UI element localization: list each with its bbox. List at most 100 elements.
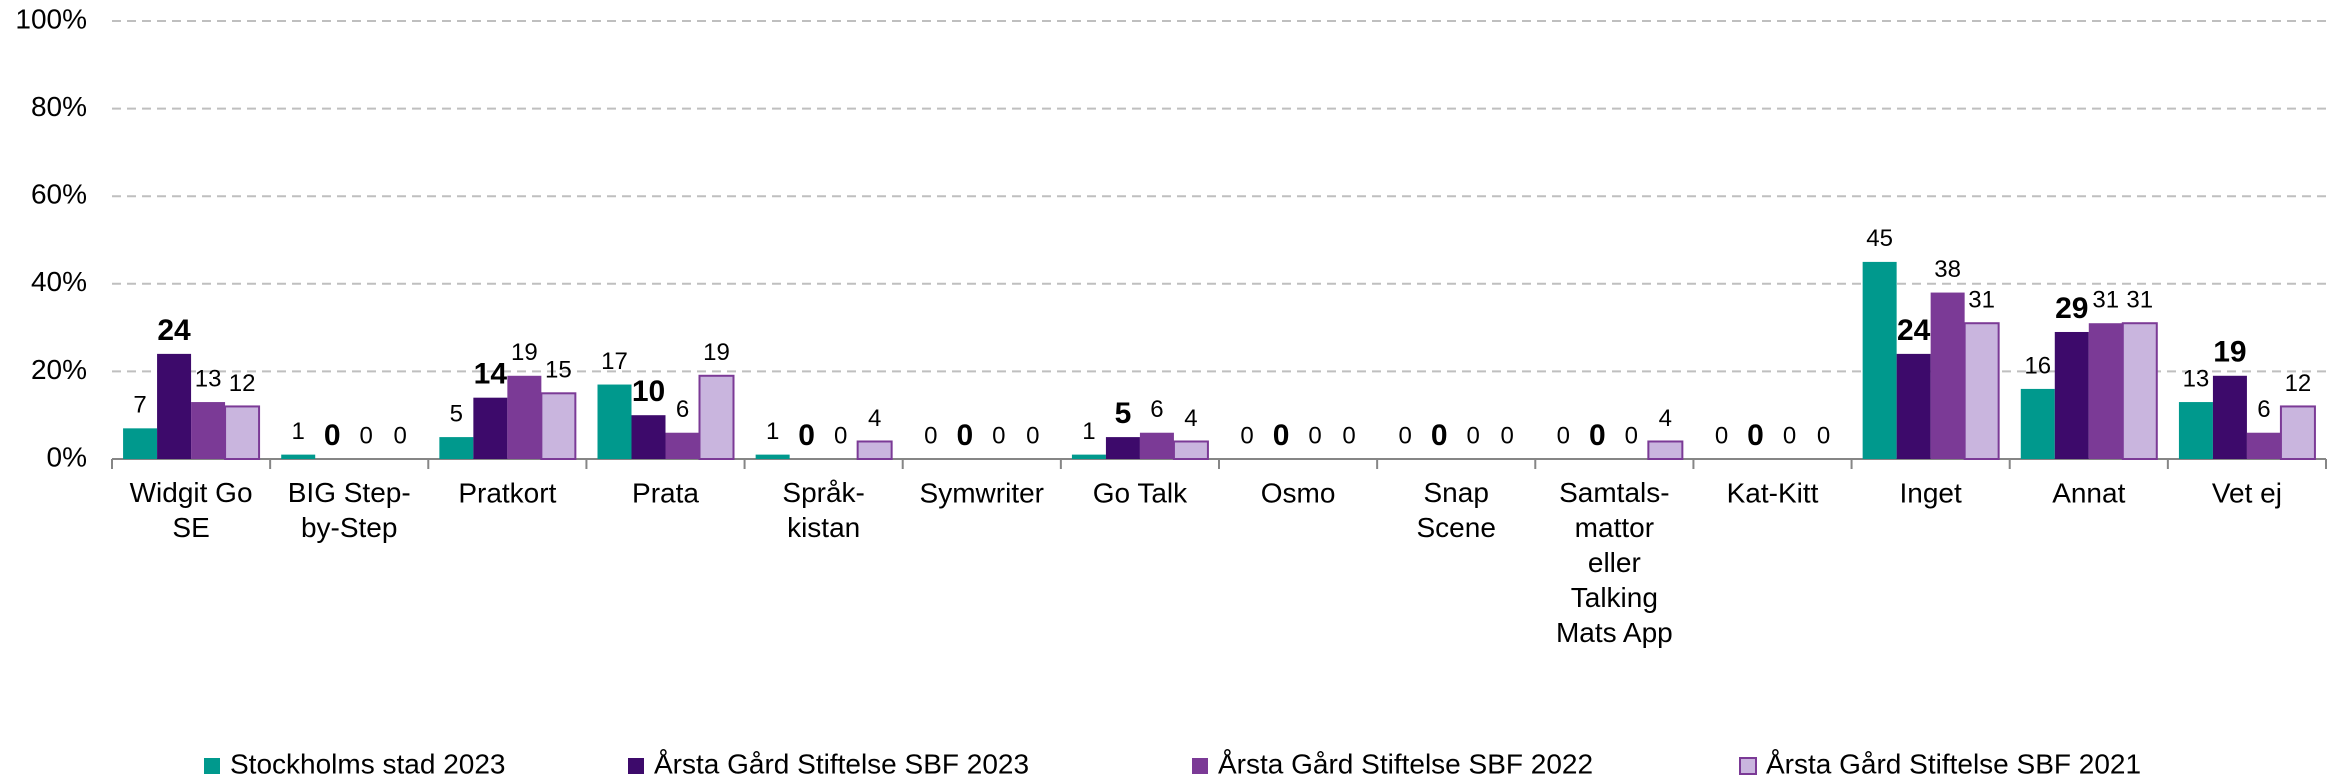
bar: [597, 384, 632, 459]
bar: [439, 437, 474, 459]
data-label: 0: [924, 422, 937, 449]
bar: [1071, 454, 1106, 459]
bar: [224, 405, 261, 461]
data-label: 12: [229, 370, 256, 397]
bar: [755, 454, 790, 459]
x-tick-label: Prata: [632, 477, 699, 508]
bar: [1139, 432, 1174, 459]
legend-swatch: [1739, 757, 1757, 775]
data-label: 0: [834, 422, 847, 449]
data-label: 19: [511, 339, 538, 366]
data-label: 6: [2257, 396, 2270, 423]
x-tick-label: Samtals-mattor eller Talking Mats App: [1556, 477, 1673, 648]
bar: [1963, 322, 2000, 460]
y-tick-label: 60%: [31, 179, 87, 210]
data-label: 0: [324, 419, 341, 452]
data-label: 1: [766, 418, 779, 445]
data-label: 4: [1659, 405, 1672, 432]
data-label: 0: [1399, 422, 1412, 449]
x-tick-label: Go Talk: [1093, 477, 1188, 508]
x-tick-label: Vet ej: [2212, 477, 2282, 508]
data-label: 10: [632, 375, 665, 408]
data-label: 29: [2055, 292, 2088, 325]
data-label: 31: [2092, 287, 2119, 314]
bar: [1647, 440, 1684, 461]
bar: [1105, 437, 1140, 459]
bar: [665, 432, 700, 459]
bar: [157, 353, 192, 459]
bar: [2279, 405, 2316, 461]
x-tick-label: Symwriter: [920, 477, 1044, 508]
data-label: 4: [1184, 405, 1197, 432]
data-label: 16: [2024, 352, 2051, 379]
bar: [856, 440, 893, 461]
y-tick-label: 40%: [31, 266, 87, 297]
x-tick-label: Inget: [1900, 477, 1962, 508]
data-label: 0: [1240, 422, 1253, 449]
data-label: 31: [2126, 287, 2153, 314]
data-label: 0: [1589, 419, 1606, 452]
data-label: 31: [1968, 287, 1995, 314]
bar: [2246, 432, 2281, 459]
data-label: 13: [2183, 365, 2210, 392]
y-tick-label: 20%: [31, 354, 87, 385]
y-tick-label: 80%: [31, 91, 87, 122]
data-label: 13: [195, 365, 222, 392]
data-label: 1: [1082, 418, 1095, 445]
bar: [2054, 331, 2089, 459]
legend-label: Årsta Gård Stiftelse SBF 2023: [654, 748, 1029, 778]
data-label: 0: [956, 419, 973, 452]
x-tick-label: Språk-kistan: [782, 477, 864, 543]
bar: [540, 392, 577, 460]
legend-swatch: [1192, 758, 1208, 774]
data-label: 0: [798, 419, 815, 452]
data-label: 6: [1150, 396, 1163, 423]
data-label: 45: [1866, 225, 1893, 252]
bar: [1930, 292, 1965, 459]
data-label: 7: [133, 392, 146, 419]
data-label: 0: [1308, 422, 1321, 449]
data-label: 17: [601, 348, 628, 375]
data-label: 0: [1342, 422, 1355, 449]
bar: [631, 415, 666, 459]
bar: [2020, 388, 2055, 459]
data-label: 0: [1625, 422, 1638, 449]
bar: [281, 454, 316, 459]
data-label: 0: [1467, 422, 1480, 449]
data-label: 0: [1557, 422, 1570, 449]
bar: [2212, 375, 2247, 459]
y-tick-label: 0%: [47, 441, 87, 472]
bar: [1172, 440, 1209, 461]
data-label: 0: [1715, 422, 1728, 449]
bar: [507, 375, 542, 459]
data-label: 24: [157, 314, 191, 347]
data-label: 19: [703, 339, 730, 366]
x-tick-label: Snap Scene: [1417, 477, 1496, 543]
data-label: 12: [2285, 370, 2312, 397]
data-label: 0: [360, 422, 373, 449]
data-label: 19: [2213, 336, 2246, 369]
bar: [2121, 322, 2158, 460]
data-label: 0: [1747, 419, 1764, 452]
bar: [123, 428, 158, 459]
data-label: 0: [394, 422, 407, 449]
legend-swatch: [628, 758, 644, 774]
bar: [473, 397, 508, 459]
x-tick-label: BIG Step-by-Step: [288, 477, 411, 543]
data-label: 0: [1501, 422, 1514, 449]
x-tick-label: Annat: [2052, 477, 2125, 508]
legend-swatch: [204, 758, 220, 774]
bar: [1896, 353, 1931, 459]
data-label: 0: [992, 422, 1005, 449]
bar: [698, 374, 735, 460]
data-label: 0: [1431, 419, 1448, 452]
data-label: 0: [1026, 422, 1039, 449]
bar: [2178, 402, 2213, 459]
legend-label: Årsta Gård Stiftelse SBF 2022: [1218, 748, 1593, 778]
bar: [2088, 323, 2123, 459]
x-tick-label: Widgit Go SE: [130, 477, 253, 543]
data-label: 14: [474, 358, 508, 391]
data-label: 4: [868, 405, 881, 432]
data-label: 1: [292, 418, 305, 445]
